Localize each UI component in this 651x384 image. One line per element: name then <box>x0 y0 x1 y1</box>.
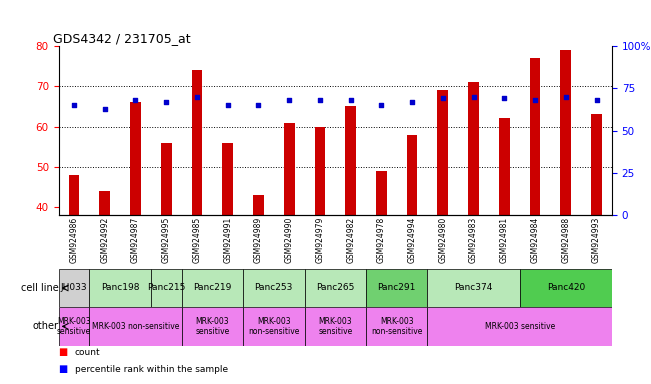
Point <box>346 97 356 103</box>
Bar <box>437 90 449 215</box>
Point <box>499 95 510 101</box>
Point <box>130 97 141 103</box>
Bar <box>366 307 428 346</box>
Point <box>437 95 448 101</box>
Text: MRK-003 non-sensitive: MRK-003 non-sensitive <box>92 322 179 331</box>
Point <box>376 102 387 108</box>
Text: MRK-003 sensitive: MRK-003 sensitive <box>484 322 555 331</box>
Point <box>284 97 294 103</box>
Text: percentile rank within the sample: percentile rank within the sample <box>75 366 228 374</box>
Bar <box>428 307 612 346</box>
Bar <box>89 269 151 307</box>
Bar <box>345 106 356 215</box>
Bar <box>243 269 305 307</box>
Bar <box>530 58 540 215</box>
Bar <box>100 191 110 215</box>
Text: ■: ■ <box>59 347 68 357</box>
Point <box>468 94 478 100</box>
Bar <box>284 122 294 215</box>
Text: other: other <box>33 321 59 331</box>
Point <box>314 97 325 103</box>
Bar <box>253 195 264 215</box>
Bar <box>428 269 519 307</box>
Bar <box>305 307 366 346</box>
Text: MRK-003
sensitive: MRK-003 sensitive <box>318 317 352 336</box>
Point <box>100 106 110 112</box>
Point <box>161 99 171 105</box>
Text: Panc215: Panc215 <box>147 283 186 293</box>
Bar <box>591 114 602 215</box>
Text: JH033: JH033 <box>61 283 87 293</box>
Bar <box>519 269 612 307</box>
Text: MRK-003
sensitive: MRK-003 sensitive <box>57 317 91 336</box>
Bar <box>366 269 428 307</box>
Text: GDS4342 / 231705_at: GDS4342 / 231705_at <box>53 32 191 45</box>
Point <box>530 97 540 103</box>
Bar <box>191 70 202 215</box>
Bar <box>59 307 89 346</box>
Bar <box>305 269 366 307</box>
Bar <box>407 134 417 215</box>
Point <box>191 94 202 100</box>
Text: MRK-003
sensitive: MRK-003 sensitive <box>195 317 229 336</box>
Point <box>223 102 233 108</box>
Text: cell line: cell line <box>21 283 59 293</box>
Bar <box>151 269 182 307</box>
Bar <box>222 142 233 215</box>
Text: ■: ■ <box>59 364 68 374</box>
Bar <box>314 127 326 215</box>
Bar <box>182 269 243 307</box>
Point <box>253 102 264 108</box>
Bar <box>59 269 89 307</box>
Text: Panc374: Panc374 <box>454 283 493 293</box>
Point <box>69 102 79 108</box>
Bar <box>130 103 141 215</box>
Bar <box>468 82 479 215</box>
Text: Panc265: Panc265 <box>316 283 354 293</box>
Bar <box>89 307 182 346</box>
Bar <box>182 307 243 346</box>
Bar <box>561 50 571 215</box>
Text: MRK-003
non-sensitive: MRK-003 non-sensitive <box>371 317 422 336</box>
Text: count: count <box>75 348 100 357</box>
Bar <box>68 175 79 215</box>
Text: Panc219: Panc219 <box>193 283 232 293</box>
Text: MRK-003
non-sensitive: MRK-003 non-sensitive <box>248 317 299 336</box>
Text: Panc198: Panc198 <box>101 283 139 293</box>
Point <box>407 99 417 105</box>
Point <box>561 94 571 100</box>
Text: Panc420: Panc420 <box>547 283 585 293</box>
Text: Panc253: Panc253 <box>255 283 293 293</box>
Bar <box>243 307 305 346</box>
Bar <box>376 171 387 215</box>
Point <box>591 97 602 103</box>
Text: Panc291: Panc291 <box>378 283 416 293</box>
Bar <box>161 142 172 215</box>
Bar <box>499 119 510 215</box>
